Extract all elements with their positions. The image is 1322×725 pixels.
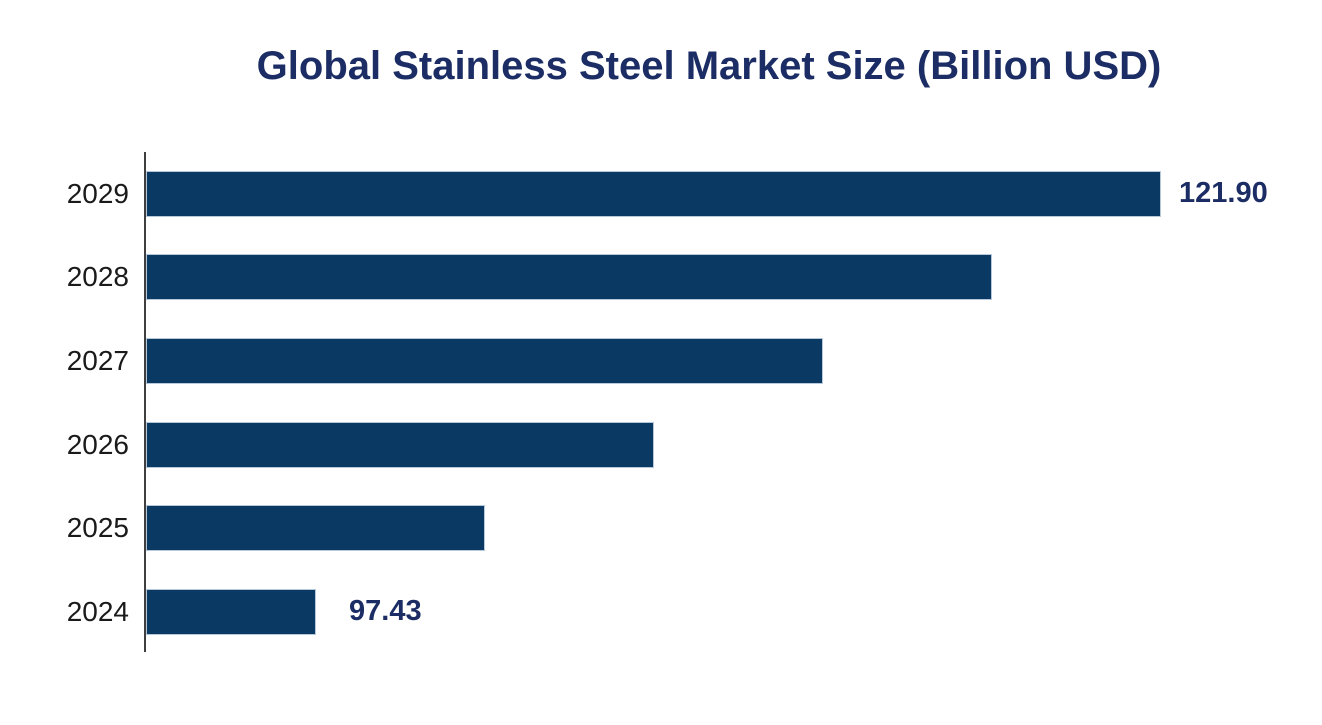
bar [146, 337, 823, 384]
bar [146, 505, 485, 552]
bar [146, 254, 992, 301]
chart-title: Global Stainless Steel Market Size (Bill… [256, 44, 1162, 88]
bar [146, 588, 316, 635]
bar-rows: 2029 121.90 2028 2027 2026 2025 2024 97.43 [0, 152, 1322, 654]
bar-row: 2027 [0, 319, 1322, 403]
bar-row: 2024 97.43 [0, 570, 1322, 654]
bar-row: 2026 [0, 403, 1322, 487]
bar-row: 2029 121.90 [0, 152, 1322, 236]
bar [146, 170, 1161, 217]
category-label: 2026 [66, 428, 129, 460]
category-label: 2028 [66, 261, 129, 293]
bar-row: 2025 [0, 486, 1322, 570]
category-label: 2027 [66, 344, 129, 376]
value-label: 97.43 [349, 595, 422, 628]
category-label: 2029 [66, 177, 129, 209]
y-axis-line [144, 152, 146, 652]
bar-row: 2028 [0, 236, 1322, 320]
bar [146, 421, 654, 468]
category-label: 2025 [66, 512, 129, 544]
category-label: 2024 [66, 595, 129, 627]
value-label: 121.90 [1179, 177, 1268, 210]
